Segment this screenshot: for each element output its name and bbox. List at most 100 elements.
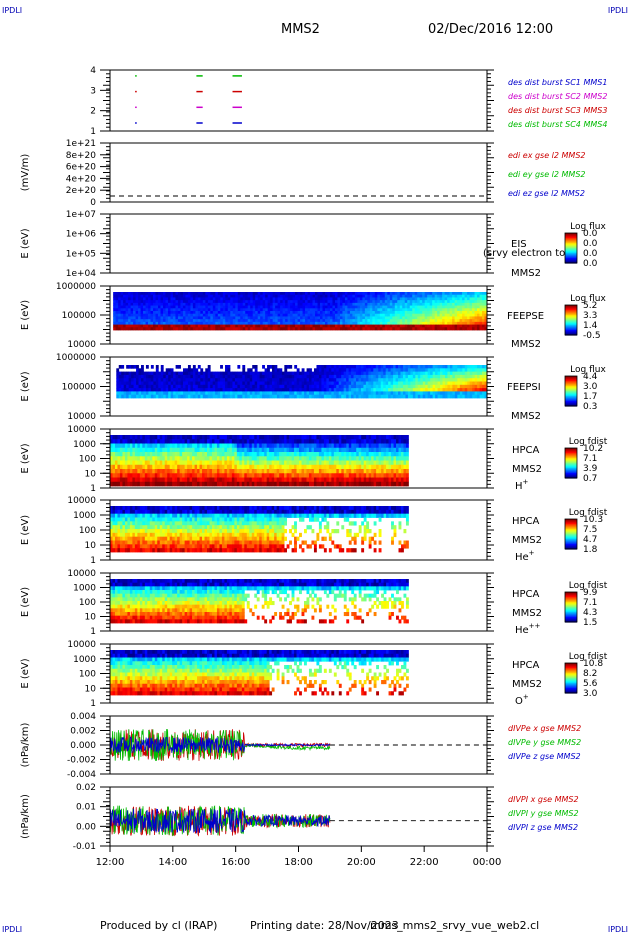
dpe-ytick-label: -0.002 [67, 756, 96, 766]
feeps_i-colorbar-tick: 1.7 [583, 392, 597, 402]
hpca_he2-ytick-label: 100 [79, 598, 96, 608]
dpi-ytick-label: 0.01 [76, 803, 96, 813]
hpca_he1-colorbar-tick: 7.5 [583, 525, 597, 535]
eis-colorbar-tick: 0.0 [583, 249, 598, 259]
feeps_i-spacecraft: MMS2 [511, 411, 541, 422]
dpi-legend-entry: dIVPI x gse MMS2 [508, 795, 579, 804]
date-title: 02/Dec/2016 12:00 [428, 22, 554, 37]
hpca_he2-ytick-label: 10000 [67, 569, 96, 579]
dpi-legend-entry: dIVPI y gse MMS2 [508, 809, 579, 818]
hpca_he2-ytick-label: 10 [85, 613, 97, 623]
eis-ytick-label: 1e+07 [66, 210, 96, 220]
hpca_he2-spacecraft: MMS2 [512, 608, 542, 619]
hpca_he2-colorbar [564, 591, 578, 623]
hpca_he2-colorbar-tick: 4.3 [583, 608, 597, 618]
hpca_o-colorbar [564, 662, 578, 694]
hpca_he2-instrument: HPCA [512, 589, 540, 600]
x-tick-label: 22:00 [410, 857, 439, 868]
hpca_he1-ytick-label: 100 [79, 526, 96, 536]
feeps_i-colorbar-tick: 4.4 [583, 372, 598, 382]
feeps_i-ytick-label: 1000000 [56, 353, 96, 363]
eis-instrument: EIS [511, 239, 527, 250]
dpi-ylabel: (nPa/km) [20, 794, 31, 839]
feeps_i-ylabel: E (eV) [20, 371, 31, 401]
hpca_he1-spectrogram [110, 506, 409, 553]
dpe-ytick-label: -0.004 [67, 770, 96, 780]
edi-ytick-label: 4e+20 [66, 174, 97, 184]
eis-spacecraft: MMS2 [511, 268, 541, 279]
hpca_h-colorbar-tick: 7.1 [583, 454, 597, 464]
hpca_he2-colorbar-tick: 9.9 [583, 588, 598, 598]
hpca_o-charge: + [523, 693, 529, 701]
edi-frame [109, 142, 488, 203]
hpca_he2-charge: ++ [529, 622, 541, 630]
hpca_o-ytick-label: 1000 [73, 655, 96, 665]
hpca_he2-ytick-label: 1 [90, 627, 96, 637]
feeps_e-spectrogram [113, 292, 488, 331]
dpi-ytick-label: -0.01 [73, 842, 96, 852]
dpe-legend-entry: dIVPe y gse MMS2 [508, 738, 581, 747]
hpca_o-ytick-label: 10000 [67, 640, 96, 650]
eis-ytick-label: 1e+05 [66, 249, 96, 259]
hpca_o-spectrogram [110, 650, 409, 696]
hpca_he1-ytick-label: 1000 [73, 511, 96, 521]
dpe-legend-entry: dIVPe z gse MMS2 [508, 752, 581, 761]
feeps_i-ytick-label: 10000 [67, 412, 96, 422]
x-tick-label: 20:00 [347, 857, 376, 868]
dpi-legend-entry: dIVPI z gse MMS2 [508, 823, 578, 832]
hpca_o-colorbar-tick: 10.8 [583, 659, 603, 669]
hpca_h-instrument: HPCA [512, 445, 540, 456]
dpe-ytick-label: 0.000 [70, 741, 96, 751]
hpca_o-ytick-label: 100 [79, 670, 96, 680]
hpca_h-ytick-label: 100 [79, 455, 96, 465]
edi-minor-ticks [103, 142, 494, 203]
hpca_he2-colorbar-title: Log fdist [569, 581, 608, 591]
hpca_o-colorbar-tick: 3.0 [583, 689, 598, 699]
eis-colorbar-tick: 0.0 [583, 229, 598, 239]
hpca_o-ylabel: E (eV) [20, 658, 31, 688]
hpca_h-spectrogram [110, 435, 409, 487]
hpca_o-colorbar-tick: 5.6 [583, 679, 598, 689]
corner-label-top-left: IPDLI [2, 6, 23, 15]
hpca_o-colorbar-title: Log fdist [569, 652, 608, 662]
hpca_he1-spacecraft: MMS2 [512, 535, 542, 546]
hpca_he1-charge: + [529, 549, 535, 557]
feeps_i-spectrogram [116, 365, 488, 399]
eis-frame [109, 213, 488, 274]
feeps_e-colorbar-title: Log flux [570, 294, 606, 304]
feeps_e-ytick-label: 100000 [62, 311, 97, 321]
feeps_i-ytick-label: 100000 [62, 383, 97, 393]
edi-ytick-label: 2e+20 [66, 186, 97, 196]
burst-ytick-label: 2 [90, 107, 96, 117]
hpca_he1-ytick-label: 10 [85, 541, 97, 551]
feeps_e-colorbar-tick: 3.3 [583, 311, 597, 321]
edi-ytick-label: 1e+21 [66, 139, 96, 149]
hpca_he2-ylabel: E (eV) [20, 587, 31, 617]
hpca_h-colorbar-title: Log fdist [569, 437, 608, 447]
x-tick-label: 16:00 [221, 857, 250, 868]
edi-legend-entry: edi ey gse l2 MMS2 [508, 170, 586, 179]
burst-legend-entry: des dist burst SC3 MMS3 [508, 106, 607, 115]
edi-ytick-label: 6e+20 [66, 163, 97, 173]
hpca_he1-colorbar-tick: 1.8 [583, 545, 598, 555]
dpi-series-line [109, 808, 331, 835]
eis-overlay-text: (srvy electron to [483, 248, 565, 259]
feeps_e-ylabel: E (eV) [20, 300, 31, 330]
feeps_e-colorbar-tick: 5.2 [583, 301, 597, 311]
burst-ytick-label: 3 [90, 86, 96, 96]
hpca_he1-colorbar-title: Log fdist [569, 508, 608, 518]
burst-ytick-label: 4 [90, 66, 96, 76]
feeps_i-colorbar-tick: 3.0 [583, 382, 598, 392]
burst-legend-entry: des dist burst SC4 MMS4 [508, 120, 607, 129]
hpca_he1-colorbar [564, 518, 578, 550]
hpca_he2-spectrogram [110, 579, 409, 624]
hpca_h-colorbar-tick: 10.2 [583, 444, 603, 454]
footer-printing-date: Printing date: 28/Nov/2023 [250, 919, 399, 932]
hpca_he1-species: He+ [515, 549, 535, 563]
feeps_e-instrument: FEEPSE [507, 311, 544, 322]
dpi-ytick-label: 0.02 [76, 783, 96, 793]
hpca_h-ytick-label: 10000 [67, 425, 96, 435]
feeps_e-ytick-label: 1000000 [56, 282, 96, 292]
dpi-series-line [109, 805, 331, 837]
hpca_he1-ylabel: E (eV) [20, 515, 31, 545]
